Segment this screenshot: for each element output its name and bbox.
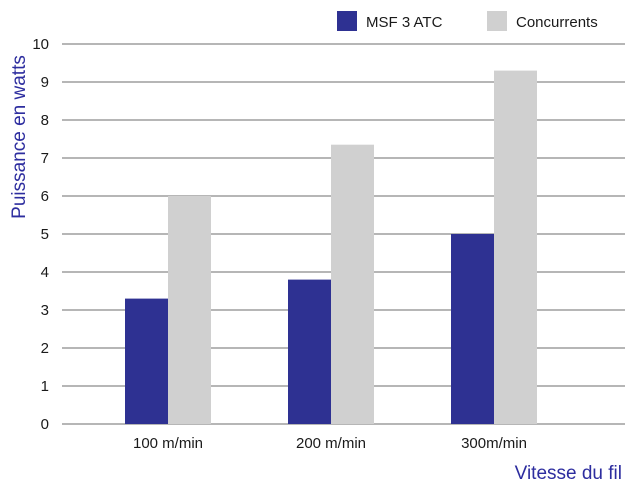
legend-swatch-msf-3-atc (337, 11, 357, 31)
y-tick-label: 7 (41, 150, 49, 167)
bar-msf-3-atc-0 (125, 298, 168, 424)
bar-msf-3-atc-1 (288, 279, 331, 424)
legend-label-concurrents: Concurrents (516, 14, 598, 31)
y-tick-label: 9 (41, 74, 49, 91)
y-tick-label: 5 (41, 226, 49, 243)
y-axis-title: Puissance en watts (9, 55, 30, 219)
x-tick-label: 100 m/min (133, 435, 203, 452)
y-tick-label: 0 (41, 416, 49, 433)
x-tick-label: 300m/min (461, 435, 527, 452)
y-tick-label: 10 (32, 36, 49, 53)
legend-label-msf-3-atc: MSF 3 ATC (366, 14, 443, 31)
legend-swatch-concurrents (487, 11, 507, 31)
y-tick-label: 4 (41, 264, 49, 281)
y-tick-label: 6 (41, 188, 49, 205)
x-axis-tick-labels: 100 m/min 200 m/min 300m/min (133, 435, 527, 452)
y-tick-label: 1 (41, 378, 49, 395)
y-axis-tick-labels: 0 1 2 3 4 5 6 7 8 9 10 (32, 36, 49, 433)
bars (125, 70, 537, 424)
bar-concurrents-0 (168, 196, 211, 424)
y-tick-label: 3 (41, 302, 49, 319)
x-tick-label: 200 m/min (296, 435, 366, 452)
y-tick-label: 2 (41, 340, 49, 357)
bar-msf-3-atc-2 (451, 234, 494, 424)
bar-concurrents-2 (494, 70, 537, 424)
x-axis-title: Vitesse du fil (515, 463, 622, 484)
bar-concurrents-1 (331, 144, 374, 424)
legend: MSF 3 ATC Concurrents (337, 11, 598, 31)
y-tick-label: 8 (41, 112, 49, 129)
